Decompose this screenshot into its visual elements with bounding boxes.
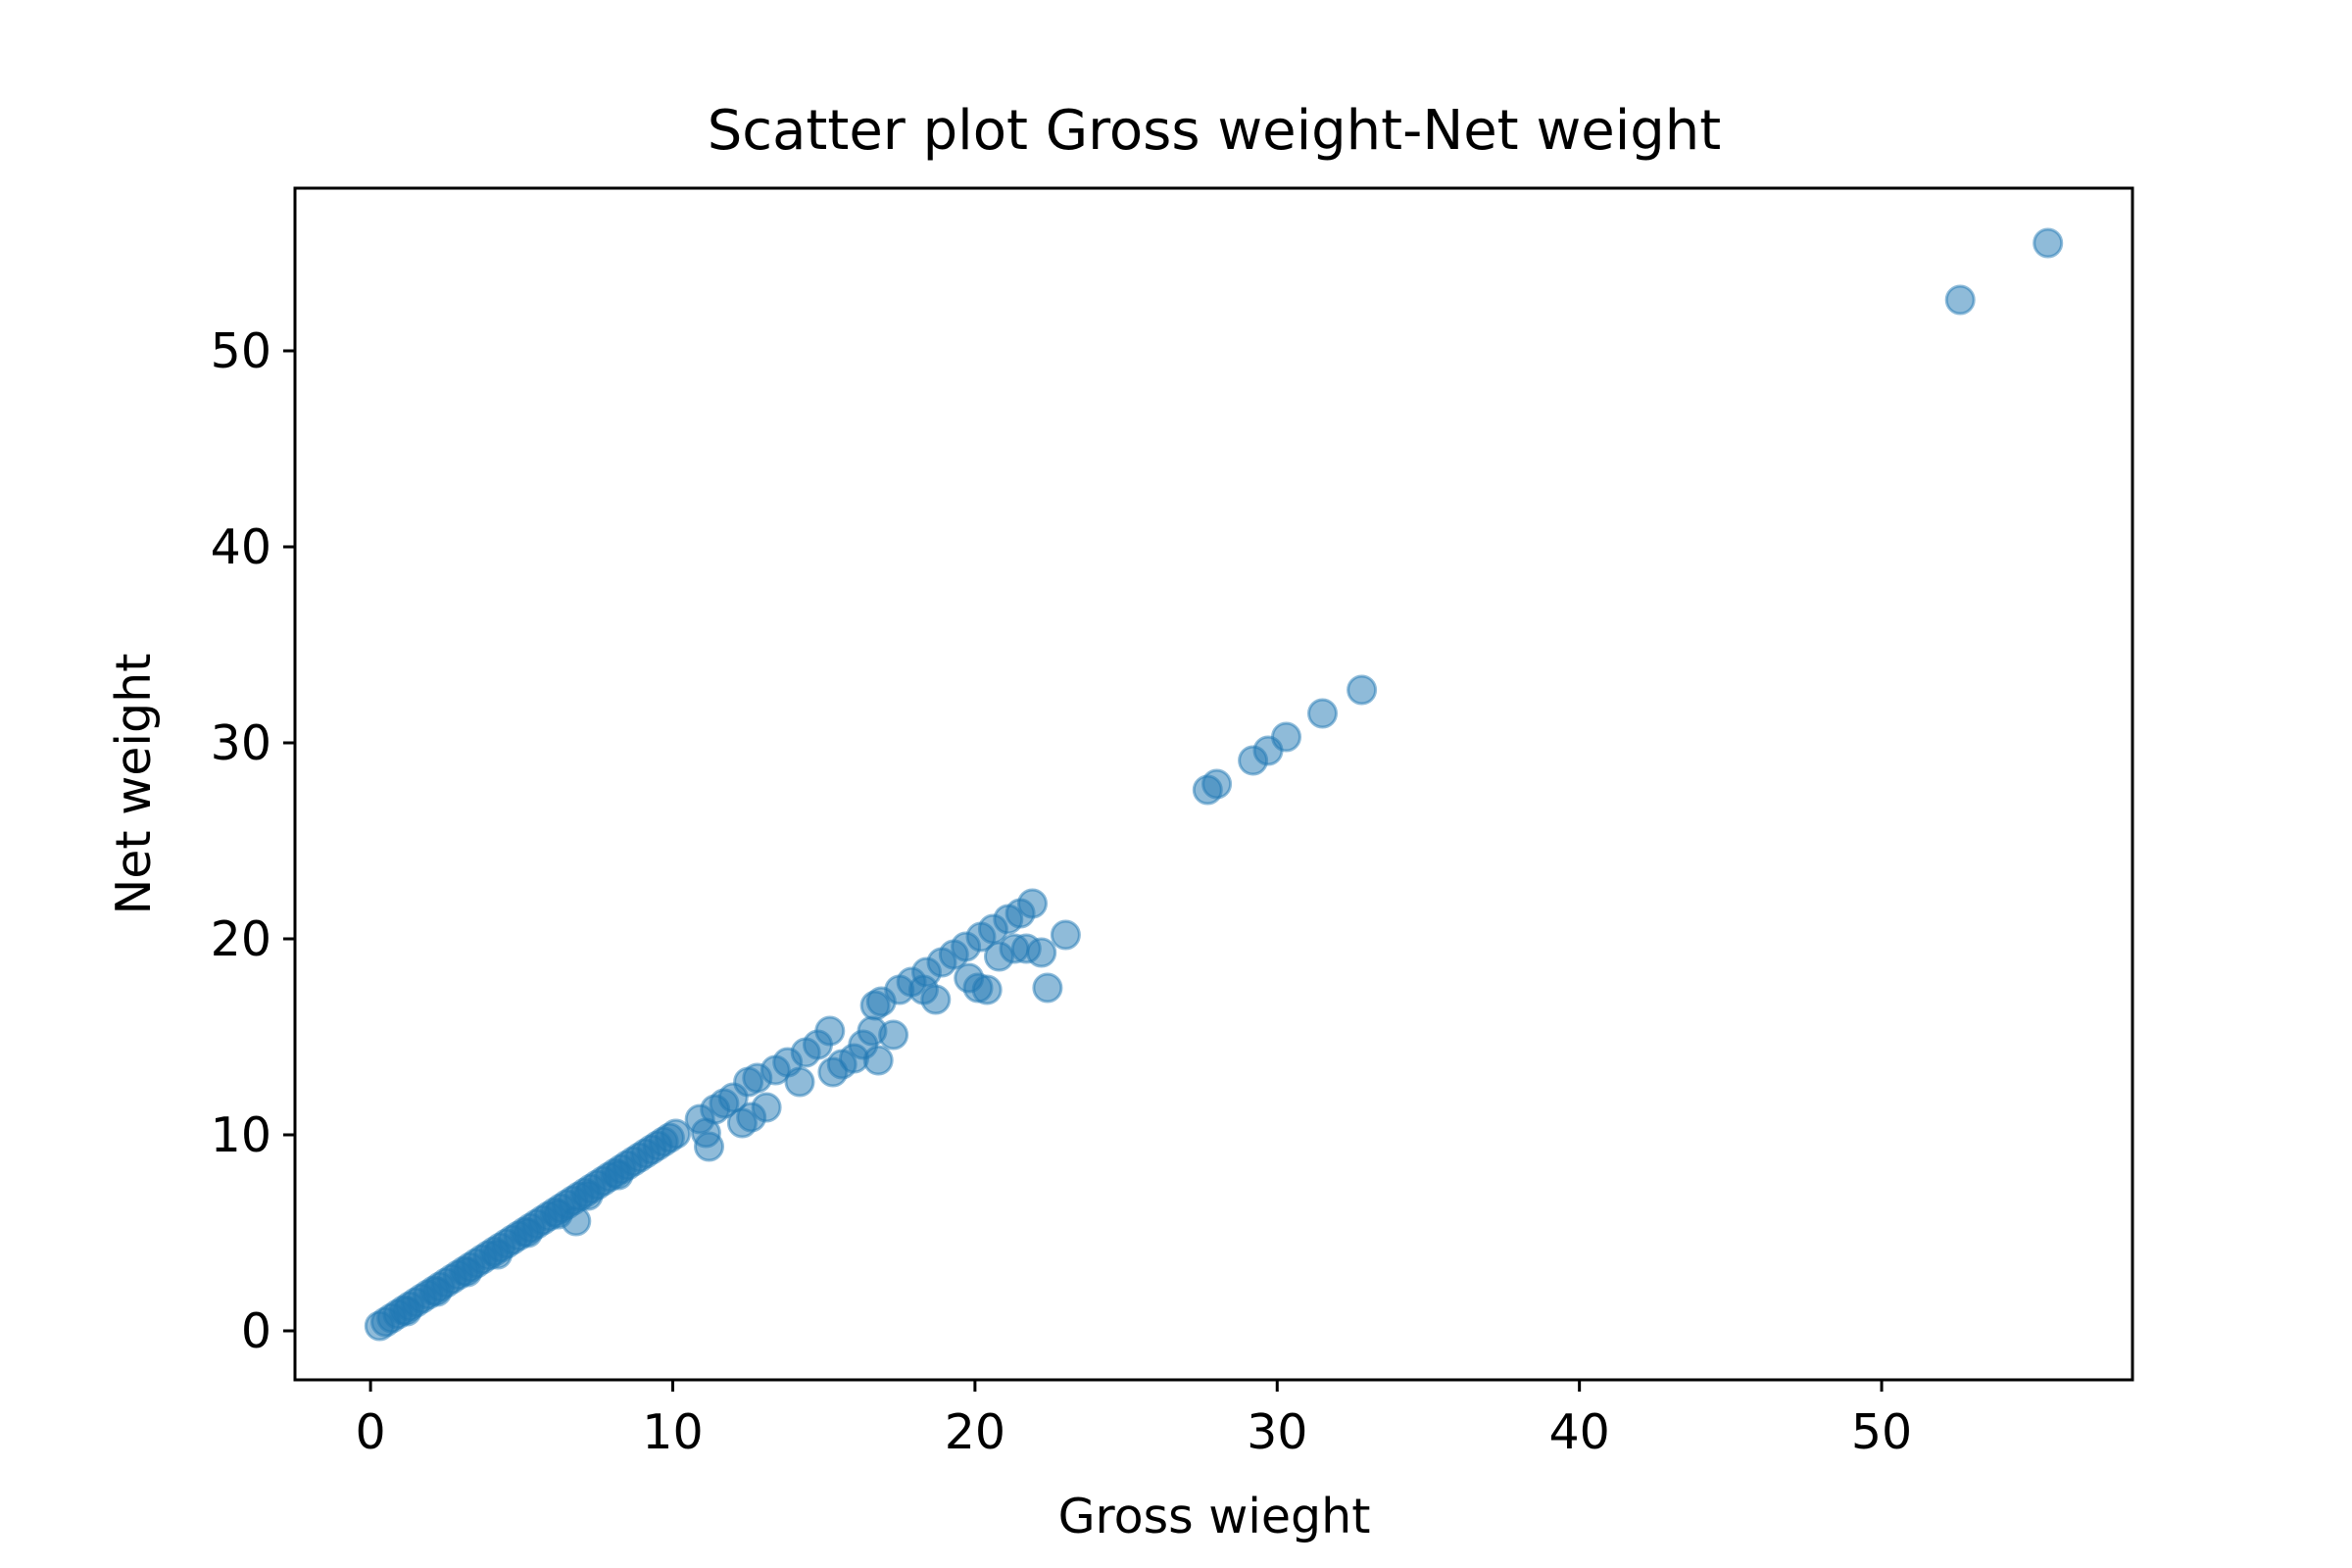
x-tick-label: 50 (1851, 1404, 1912, 1460)
data-point (1944, 284, 1976, 316)
data-point (572, 1180, 604, 1211)
x-axis-ticks: 0 10 20 30 40 50 (356, 1380, 1912, 1460)
y-axis-label: Net weight (106, 654, 162, 915)
data-point (784, 1066, 815, 1098)
data-point (1050, 919, 1081, 951)
data-point (482, 1239, 514, 1270)
data-point (862, 1045, 894, 1076)
data-point (751, 1092, 782, 1123)
data-point (421, 1276, 453, 1307)
x-tick-label: 40 (1548, 1404, 1609, 1460)
data-point (2033, 227, 2064, 259)
plot-frame (293, 186, 2134, 1382)
y-tick-label: 30 (211, 715, 271, 771)
x-axis-label: Gross wieght (1058, 1489, 1371, 1544)
y-tick-label: 10 (211, 1107, 271, 1163)
x-tick-label: 10 (642, 1404, 703, 1460)
data-point (1017, 888, 1048, 919)
data-point (1026, 937, 1057, 968)
data-point (603, 1159, 634, 1191)
chart-title: Scatter plot Gross weight-Net weight (708, 99, 1722, 163)
data-points (364, 227, 2064, 1342)
data-point (542, 1199, 573, 1230)
data-point (1271, 721, 1301, 753)
data-point (878, 1019, 909, 1051)
x-tick-label: 0 (356, 1404, 386, 1460)
data-point (1032, 972, 1063, 1004)
data-point (1347, 674, 1378, 706)
y-axis-ticks: 0 10 20 30 40 50 (211, 323, 295, 1359)
y-tick-label: 40 (211, 519, 271, 575)
data-point (391, 1296, 422, 1327)
y-tick-label: 50 (211, 323, 271, 379)
x-tick-label: 30 (1247, 1404, 1307, 1460)
x-tick-label: 20 (945, 1404, 1005, 1460)
data-point (452, 1256, 483, 1288)
y-tick-label: 20 (211, 911, 271, 967)
data-point (1307, 698, 1338, 729)
y-tick-label: 0 (241, 1303, 271, 1359)
data-point (920, 984, 952, 1015)
data-point (513, 1217, 543, 1249)
data-point (971, 974, 1003, 1005)
data-point (814, 1015, 846, 1047)
data-point (661, 1118, 692, 1150)
data-point (1201, 768, 1233, 800)
